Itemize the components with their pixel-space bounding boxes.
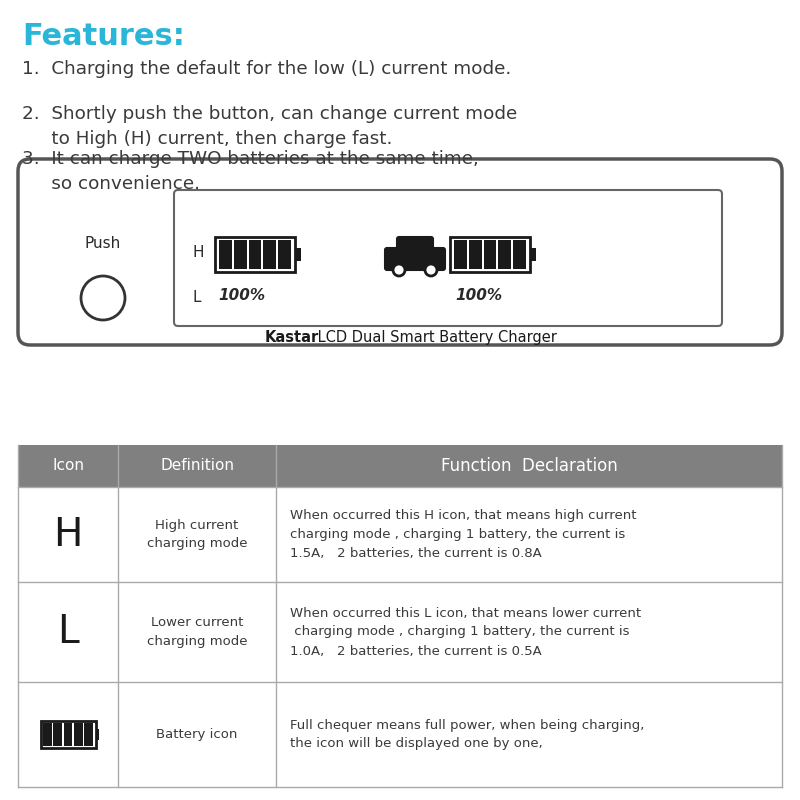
Bar — [43, 723, 52, 746]
Text: High current
charging mode: High current charging mode — [146, 518, 247, 550]
Text: Definition: Definition — [160, 458, 234, 474]
Bar — [530, 248, 536, 261]
Bar — [450, 237, 530, 272]
Bar — [278, 240, 291, 269]
Bar — [18, 682, 782, 787]
Circle shape — [393, 264, 405, 276]
Text: When occurred this L icon, that means lower current
 charging mode , charging 1 : When occurred this L icon, that means lo… — [290, 606, 641, 658]
Text: Kastar: Kastar — [265, 330, 319, 345]
Text: 100%: 100% — [455, 288, 502, 303]
FancyBboxPatch shape — [174, 190, 722, 326]
Text: Push: Push — [85, 236, 121, 251]
Bar — [469, 240, 482, 269]
Bar — [84, 723, 93, 746]
FancyBboxPatch shape — [397, 237, 433, 255]
Bar — [249, 240, 262, 269]
Text: Icon: Icon — [52, 458, 84, 474]
Bar — [18, 445, 782, 487]
Text: Lower current
charging mode: Lower current charging mode — [146, 616, 247, 648]
Circle shape — [425, 264, 437, 276]
Bar — [514, 240, 526, 269]
Text: Battery icon: Battery icon — [156, 728, 238, 741]
Bar — [74, 723, 82, 746]
Circle shape — [393, 264, 405, 276]
Bar — [295, 248, 301, 261]
Text: H: H — [54, 515, 82, 554]
Bar — [54, 723, 62, 746]
Text: Features:: Features: — [22, 22, 185, 51]
Text: 1.  Charging the default for the low (L) current mode.: 1. Charging the default for the low (L) … — [22, 60, 511, 78]
Bar — [219, 240, 232, 269]
Text: L: L — [57, 613, 79, 651]
Text: H: H — [193, 245, 205, 260]
Text: 100%: 100% — [218, 288, 265, 303]
Text: L: L — [193, 290, 202, 305]
Bar — [64, 723, 73, 746]
Bar — [41, 721, 95, 748]
FancyBboxPatch shape — [385, 248, 445, 270]
Bar — [263, 240, 276, 269]
Bar — [18, 582, 782, 682]
Text: LCD Dual Smart Battery Charger: LCD Dual Smart Battery Charger — [313, 330, 557, 345]
Bar — [483, 240, 496, 269]
Circle shape — [425, 264, 437, 276]
Circle shape — [81, 276, 125, 320]
Bar — [215, 237, 295, 272]
FancyBboxPatch shape — [18, 159, 782, 345]
Text: 3.  It can charge TWO batteries at the same time,
     so convenience.: 3. It can charge TWO batteries at the sa… — [22, 150, 478, 193]
Bar — [498, 240, 511, 269]
Text: 2.  Shortly push the button, can change current mode
     to High (H) current, t: 2. Shortly push the button, can change c… — [22, 105, 518, 148]
Text: Function  Declaration: Function Declaration — [441, 457, 618, 475]
Bar — [454, 240, 467, 269]
Text: When occurred this H icon, that means high current
charging mode , charging 1 ba: When occurred this H icon, that means hi… — [290, 509, 637, 560]
Bar — [18, 487, 782, 582]
Bar — [95, 730, 99, 740]
Bar — [234, 240, 246, 269]
Text: Full chequer means full power, when being charging,
the icon will be displayed o: Full chequer means full power, when bein… — [290, 718, 644, 750]
